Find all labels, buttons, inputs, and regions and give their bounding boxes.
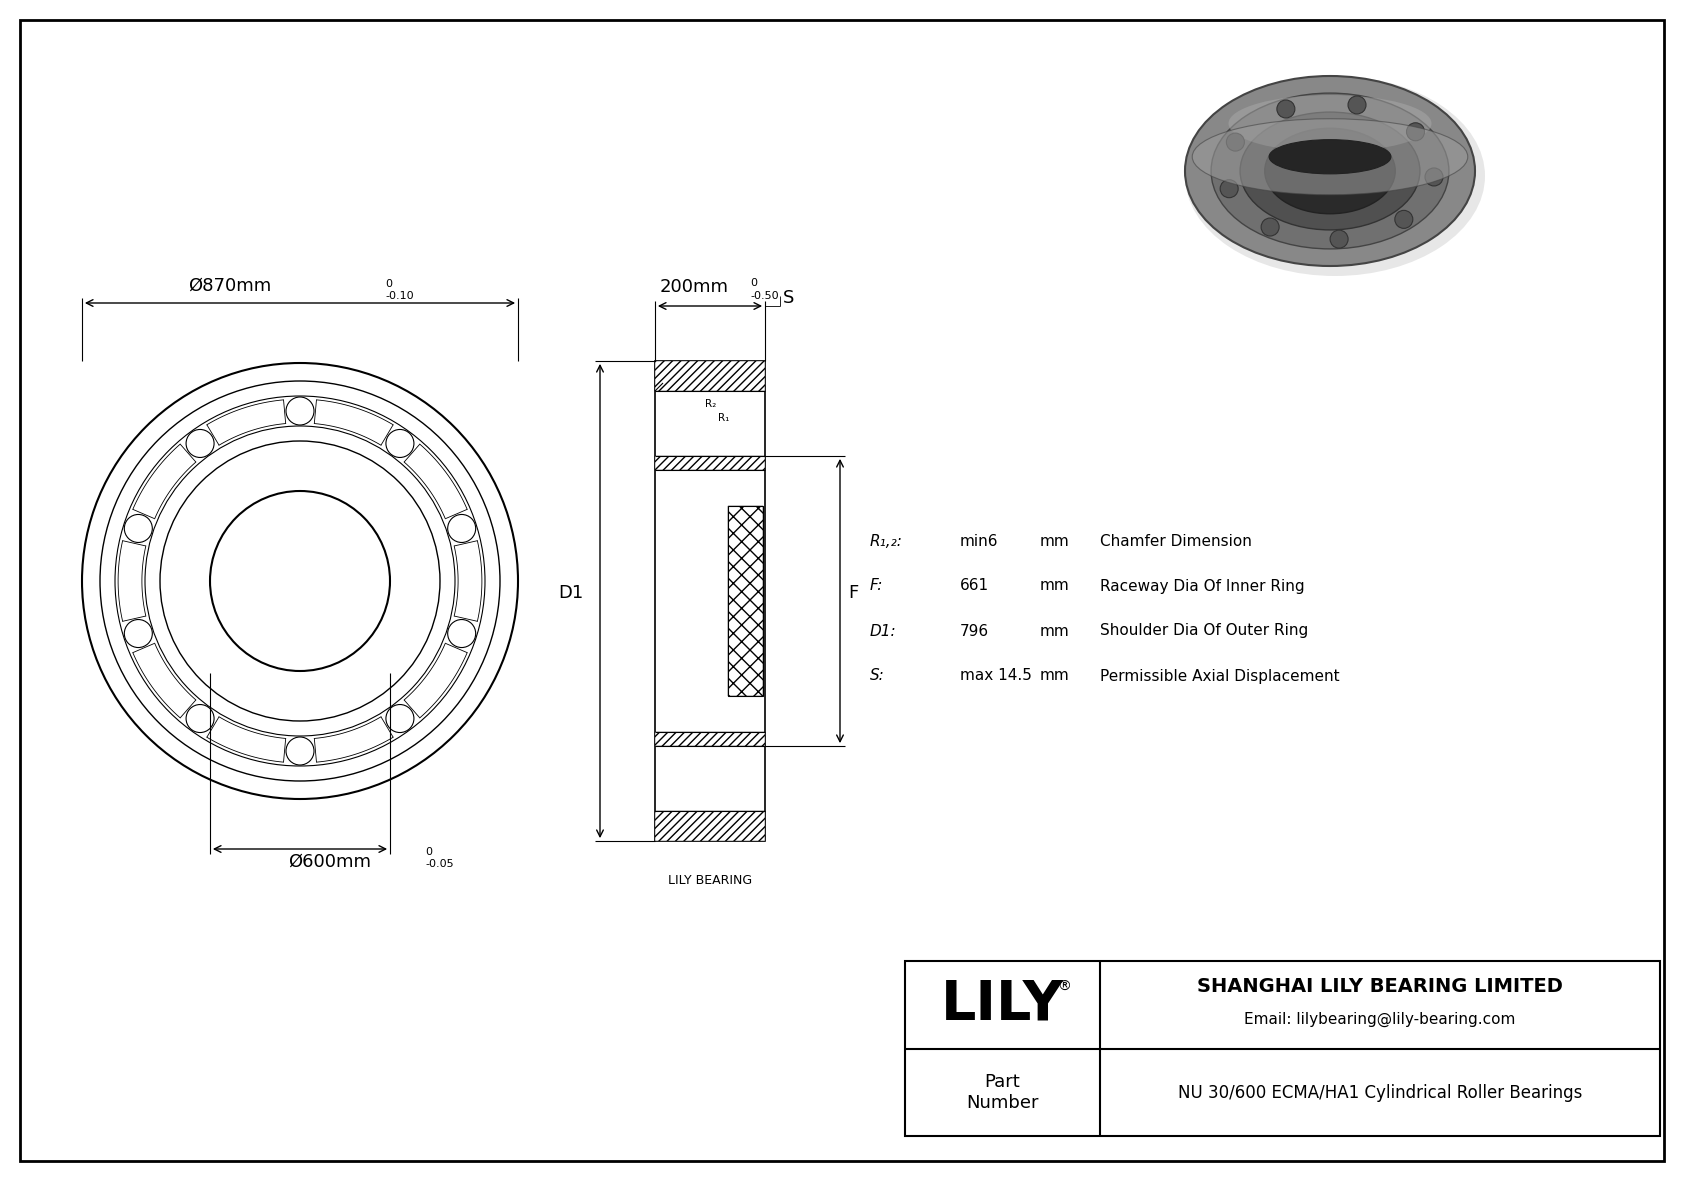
- Text: D1:: D1:: [871, 624, 896, 638]
- Text: LILY: LILY: [941, 978, 1064, 1031]
- Text: min6: min6: [960, 534, 999, 549]
- Text: 0: 0: [386, 279, 392, 289]
- Circle shape: [1226, 133, 1244, 151]
- Text: Chamfer Dimension: Chamfer Dimension: [1100, 534, 1251, 549]
- Text: R₂: R₂: [706, 399, 716, 409]
- Text: D1: D1: [559, 584, 584, 601]
- Text: R₁: R₁: [717, 413, 729, 423]
- Text: S: S: [783, 289, 795, 307]
- Bar: [727, 506, 763, 696]
- Text: 0: 0: [424, 847, 433, 858]
- Ellipse shape: [1229, 95, 1431, 152]
- Bar: [655, 811, 765, 841]
- Text: -0.50: -0.50: [749, 291, 778, 301]
- Text: LILY BEARING: LILY BEARING: [669, 874, 753, 887]
- Text: mm: mm: [1041, 668, 1069, 684]
- Bar: [904, 961, 1660, 1136]
- Circle shape: [1276, 100, 1295, 118]
- Ellipse shape: [1186, 76, 1485, 276]
- Ellipse shape: [1265, 129, 1396, 213]
- Text: Email: lilybearing@lily-bearing.com: Email: lilybearing@lily-bearing.com: [1244, 1011, 1516, 1027]
- Text: 200mm: 200mm: [660, 278, 729, 297]
- Ellipse shape: [1192, 119, 1468, 195]
- Text: Permissible Axial Displacement: Permissible Axial Displacement: [1100, 668, 1340, 684]
- Text: -0.10: -0.10: [386, 291, 414, 301]
- Text: Ø600mm: Ø600mm: [288, 853, 372, 871]
- Text: Ø870mm: Ø870mm: [189, 278, 271, 295]
- Text: mm: mm: [1041, 579, 1069, 593]
- Text: 661: 661: [960, 579, 989, 593]
- Circle shape: [1425, 168, 1443, 186]
- Text: -0.05: -0.05: [424, 859, 453, 869]
- Text: SHANGHAI LILY BEARING LIMITED: SHANGHAI LILY BEARING LIMITED: [1197, 978, 1563, 997]
- Text: 796: 796: [960, 624, 989, 638]
- Bar: [655, 456, 765, 470]
- Ellipse shape: [1186, 76, 1475, 266]
- Bar: [655, 732, 765, 746]
- Circle shape: [1406, 123, 1425, 141]
- Circle shape: [1347, 96, 1366, 114]
- Circle shape: [1261, 218, 1280, 236]
- Text: mm: mm: [1041, 534, 1069, 549]
- Bar: [655, 361, 765, 391]
- Text: Raceway Dia Of Inner Ring: Raceway Dia Of Inner Ring: [1100, 579, 1305, 593]
- Text: NU 30/600 ECMA/HA1 Cylindrical Roller Bearings: NU 30/600 ECMA/HA1 Cylindrical Roller Be…: [1177, 1084, 1583, 1102]
- Circle shape: [1330, 230, 1349, 248]
- Text: R₁,₂:: R₁,₂:: [871, 534, 903, 549]
- Bar: [655, 361, 765, 841]
- Text: Shoulder Dia Of Outer Ring: Shoulder Dia Of Outer Ring: [1100, 624, 1308, 638]
- Text: F: F: [849, 584, 859, 601]
- Text: max 14.5: max 14.5: [960, 668, 1032, 684]
- Text: ®: ®: [1058, 980, 1071, 994]
- Bar: [727, 506, 763, 696]
- Ellipse shape: [1270, 139, 1391, 174]
- Ellipse shape: [1211, 93, 1448, 249]
- Ellipse shape: [1239, 112, 1420, 230]
- Circle shape: [1221, 180, 1238, 198]
- Text: Part
Number: Part Number: [967, 1073, 1039, 1112]
- Text: mm: mm: [1041, 624, 1069, 638]
- Text: F:: F:: [871, 579, 884, 593]
- Circle shape: [1394, 211, 1413, 229]
- Text: 0: 0: [749, 278, 758, 288]
- Text: S:: S:: [871, 668, 884, 684]
